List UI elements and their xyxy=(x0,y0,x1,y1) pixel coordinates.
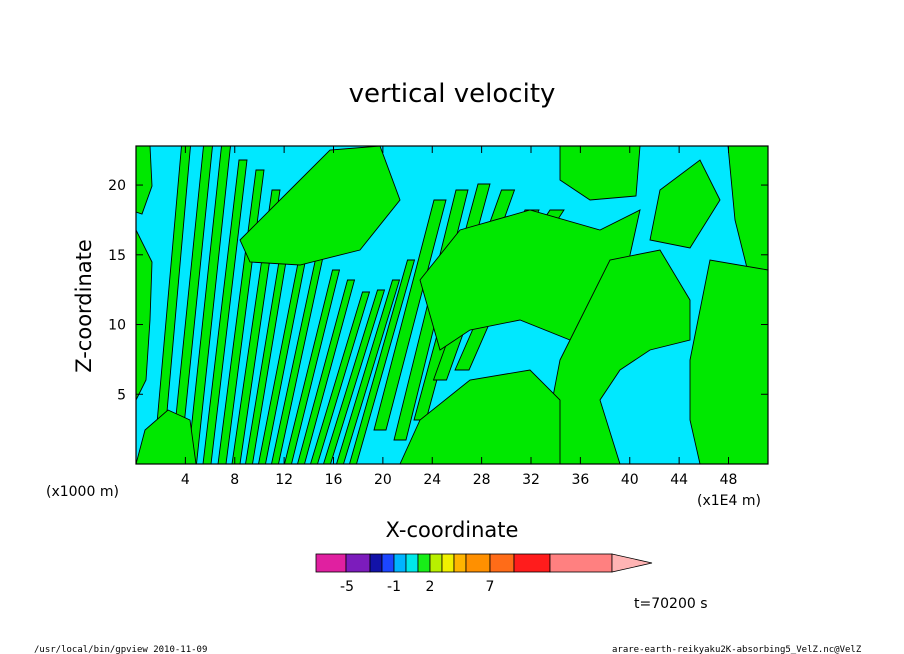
colorbar-swatch xyxy=(549,553,613,573)
band-striation-10 xyxy=(284,269,341,464)
colorbar-swatch xyxy=(465,553,491,573)
band-striation-12 xyxy=(310,291,371,464)
colorbar-tick-label: -1 xyxy=(387,579,401,595)
x-tick-label: 12 xyxy=(275,472,293,488)
colorbar-swatch xyxy=(513,553,551,573)
band-upper-center xyxy=(239,146,401,266)
colorbar-tick-label: 2 xyxy=(426,579,435,595)
band-striation-3 xyxy=(187,146,231,464)
time-label: t=70200 s xyxy=(634,596,708,612)
x-unit-right: (x1E4 m) xyxy=(697,493,761,509)
y-tick-label: 5 xyxy=(117,387,126,403)
x-tick-label: 28 xyxy=(473,472,491,488)
band-diagonal-1 xyxy=(373,199,447,431)
colorbar-swatch xyxy=(345,553,371,573)
x-unit-left: (x1000 m) xyxy=(46,484,119,500)
band-left-edge xyxy=(136,229,153,401)
colorbar-swatch xyxy=(441,553,455,573)
footer-left: /usr/local/bin/gpview 2010-11-09 xyxy=(34,645,207,654)
colorbar-swatch xyxy=(453,553,467,573)
y-tick-label: 10 xyxy=(108,318,126,334)
x-tick-label: 40 xyxy=(621,472,639,488)
plot-area xyxy=(136,146,768,464)
colorbar-swatch xyxy=(417,553,431,573)
colorbar xyxy=(315,553,653,573)
x-tick-label: 20 xyxy=(374,472,392,488)
x-tick-label: 8 xyxy=(230,472,239,488)
band-striation-11 xyxy=(297,279,356,464)
band-lower-mid xyxy=(539,249,691,464)
x-tick-label: 36 xyxy=(571,472,589,488)
y-tick-label: 15 xyxy=(108,248,126,264)
colorbar-tick-label: -5 xyxy=(340,579,354,595)
chart-title: vertical velocity xyxy=(349,79,556,109)
band-striation-14 xyxy=(336,279,401,464)
colorbar-tick-labels: -5 -1 2 7 xyxy=(340,579,494,595)
colorbar-arrow xyxy=(611,553,653,573)
colorbar-swatch xyxy=(369,553,383,573)
y-tick-label: 20 xyxy=(108,178,126,194)
x-tick-label: 24 xyxy=(423,472,441,488)
colorbar-swatch xyxy=(405,553,419,573)
band-left-top xyxy=(136,146,153,215)
colorbar-swatch xyxy=(315,553,347,573)
x-tick-label: 44 xyxy=(670,472,688,488)
band-striation-4 xyxy=(202,159,248,464)
colorbar-tick-label: 7 xyxy=(486,579,495,595)
x-tick-label: 32 xyxy=(522,472,540,488)
band-bottom-center xyxy=(399,369,561,464)
x-axis-ticks: 4 8 12 16 20 24 28 32 36 40 44 48 xyxy=(181,146,738,488)
y-axis-label: Z-coordinate xyxy=(72,239,96,373)
band-striation-13 xyxy=(323,289,386,464)
colorbar-swatch xyxy=(489,553,515,573)
plot-frame xyxy=(135,145,769,465)
x-tick-label: 16 xyxy=(325,472,343,488)
x-tick-label: 48 xyxy=(720,472,738,488)
band-top-right-b xyxy=(649,159,721,249)
x-tick-label: 4 xyxy=(181,472,190,488)
y-axis-ticks: 5 10 15 20 xyxy=(108,178,768,403)
band-top-right-a xyxy=(559,146,641,201)
x-axis-label: X-coordinate xyxy=(386,518,519,542)
colorbar-swatch xyxy=(429,553,443,573)
band-bottom-left xyxy=(136,409,197,464)
colorbar-swatch xyxy=(381,553,395,573)
contour-bands xyxy=(136,146,768,464)
colorbar-swatch xyxy=(393,553,407,573)
band-striation-15 xyxy=(349,259,416,464)
band-lower-right xyxy=(689,259,768,464)
footer-right: arare-earth-reikyaku2K-absorbing5_VelZ.n… xyxy=(612,645,862,654)
